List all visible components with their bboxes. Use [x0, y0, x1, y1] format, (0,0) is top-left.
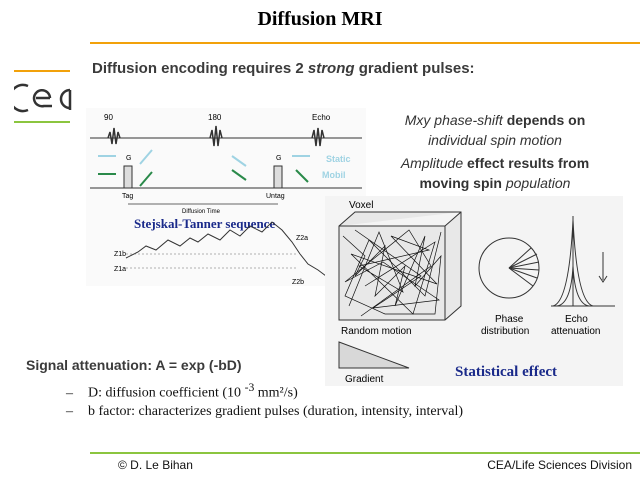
static-spin-arrows	[98, 149, 310, 167]
gradient-pulse-2	[273, 165, 283, 189]
signal-attenuation: Signal attenuation: A = exp (-bD)	[26, 357, 242, 373]
stejskal-tanner-figure: 90 180 Echo G G Tag Untag Static Mobil D…	[86, 108, 366, 286]
label-180: 180	[208, 113, 222, 122]
mobile-arrow	[139, 171, 153, 187]
subtitle: Diffusion encoding requires 2 strong gra…	[92, 60, 475, 77]
logo-line-orange	[14, 70, 70, 72]
label-distribution: distribution	[481, 326, 529, 337]
statistical-effect-figure: Voxel Random motion Phase distribution E…	[325, 196, 623, 386]
footer-author: © D. Le Bihan	[118, 458, 193, 472]
static-arrow	[139, 149, 153, 165]
bottom-rule	[90, 452, 640, 454]
label-gradient: Gradient	[345, 374, 384, 385]
phase-shift-line-1: Mxy phase-shift depends on	[404, 112, 586, 128]
label-voxel: Voxel	[349, 200, 373, 211]
label-phase: Phase	[495, 314, 524, 325]
cea-logo-a	[59, 88, 72, 110]
subtitle-pre: Diffusion encoding requires 2	[92, 60, 308, 77]
gradient-wedge	[338, 341, 410, 369]
top-rule	[90, 42, 640, 44]
statistical-diagram: Voxel Random motion Phase distribution E…	[338, 200, 615, 385]
motion-path	[348, 231, 438, 315]
phase-shift-line-2: individual spin motion	[428, 132, 562, 148]
label-g2: G	[276, 155, 281, 162]
cea-logo	[14, 83, 72, 113]
random-motion-tangle	[342, 229, 442, 317]
amplitude-line-2: moving spin population	[419, 175, 571, 191]
phase-vectors	[508, 247, 540, 287]
phase-vector	[508, 247, 532, 269]
gradient-pulse-1	[123, 165, 133, 189]
subtitle-post: gradient pulses:	[354, 60, 475, 77]
mobile-arrow	[231, 169, 247, 181]
motion-path	[344, 229, 440, 317]
label-diffusion-time: Diffusion Time	[182, 209, 221, 215]
label-z2b: Z2b	[292, 279, 304, 286]
label-random-motion: Random motion	[341, 326, 412, 337]
fig1-caption: Stejskal-Tanner sequence	[134, 216, 275, 231]
rf-pulse-90	[107, 127, 121, 145]
fig2-caption: Statistical effect	[455, 364, 557, 380]
subtitle-emphasis: strong	[307, 60, 355, 77]
random-walk-trace	[125, 221, 327, 277]
label-tag: Tag	[122, 193, 133, 200]
echo-signal	[311, 127, 325, 147]
mobile-spin-arrows	[98, 169, 309, 187]
footer-division: CEA/Life Sciences Division	[487, 458, 632, 472]
label-g1: G	[126, 155, 131, 162]
sequence-diagram: 90 180 Echo G G Tag Untag Static Mobil D…	[90, 113, 362, 286]
motion-path	[342, 231, 442, 315]
mobile-arrow	[295, 169, 309, 183]
label-90: 90	[104, 113, 113, 122]
label-echo: Echo	[565, 314, 588, 325]
phase-vector	[508, 261, 540, 269]
static-arrow	[231, 155, 247, 167]
bullet-dash: –	[66, 404, 73, 419]
rf-pulse-180	[209, 125, 223, 147]
bullet-dash: –	[66, 385, 73, 401]
label-z2a: Z2a	[296, 235, 308, 242]
voxel-cube	[338, 211, 462, 321]
bullet-b-factor: – b factor: characterizes gradient pulses…	[66, 404, 463, 419]
phase-vector	[508, 253, 538, 269]
label-z1b: Z1b	[114, 251, 126, 258]
phase-vector	[508, 267, 540, 271]
echo-peak-attenuated	[556, 265, 590, 307]
label-echo: Echo	[312, 113, 331, 122]
amplitude-line-1: Amplitude effect results from	[400, 155, 590, 171]
slide-title: Diffusion MRI	[257, 8, 383, 30]
label-static: Static	[326, 154, 351, 164]
label-z1a: Z1a	[114, 266, 126, 273]
echo-peak	[552, 219, 594, 307]
logo-line-green	[14, 121, 70, 123]
phase-vector	[508, 267, 538, 279]
phase-vector	[508, 267, 534, 287]
cea-logo-e	[32, 89, 52, 108]
label-untag: Untag	[266, 193, 285, 200]
cea-logo-c	[14, 83, 29, 113]
phase-circle	[478, 237, 540, 299]
label-mobil: Mobil	[322, 170, 346, 180]
attenuation-arrowhead	[598, 275, 608, 283]
bullet-diffusion-coefficient: – D: diffusion coefficient (10 -3 mm²/s)	[66, 381, 298, 401]
label-attenuation: attenuation	[551, 326, 601, 337]
